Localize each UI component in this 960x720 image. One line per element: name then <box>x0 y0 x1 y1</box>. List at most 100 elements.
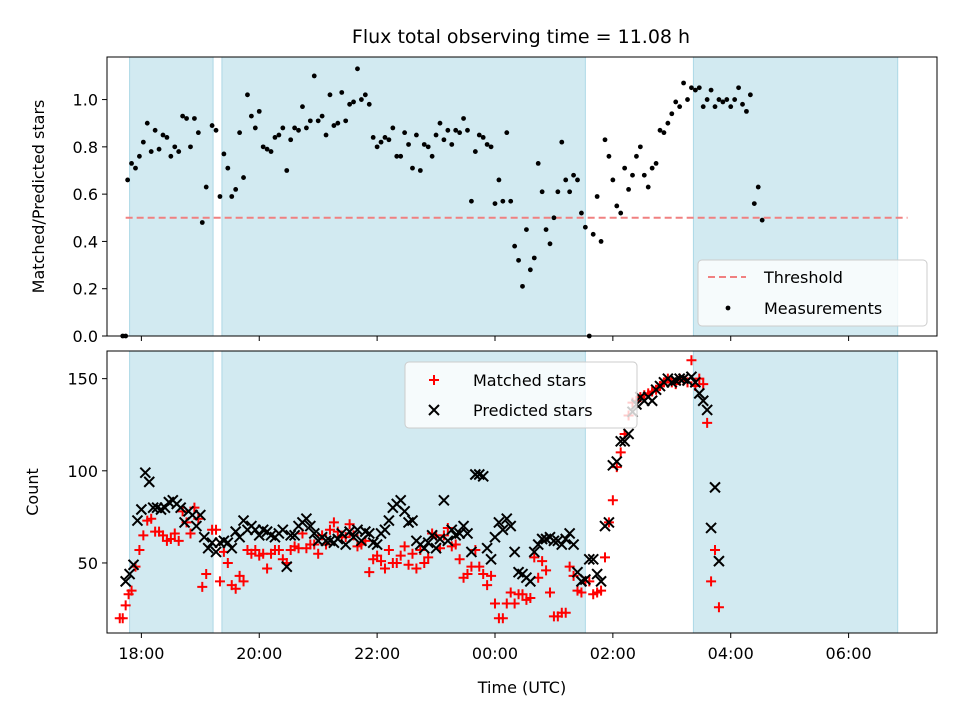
data-point <box>160 132 166 138</box>
data-point <box>260 144 266 150</box>
data-point <box>710 545 721 556</box>
data-point <box>698 379 709 390</box>
legend: Matched stars Predicted stars <box>404 361 638 429</box>
data-point <box>194 509 207 521</box>
data-point <box>716 97 722 102</box>
data-point <box>146 513 157 524</box>
data-point <box>137 153 142 159</box>
data-point <box>505 587 516 598</box>
data-point <box>192 116 197 121</box>
data-point <box>693 387 706 400</box>
data-point <box>308 527 320 540</box>
data-point <box>696 85 702 91</box>
data-point <box>152 127 158 133</box>
data-point <box>527 267 533 273</box>
legend-box <box>697 259 928 327</box>
data-point <box>383 545 394 556</box>
data-point <box>347 531 360 543</box>
legend-predicted-swatch <box>428 404 440 416</box>
data-point <box>637 144 643 150</box>
data-point <box>472 149 478 154</box>
data-point <box>237 130 243 136</box>
data-point <box>697 395 709 407</box>
data-point <box>709 481 721 494</box>
data-point <box>210 546 222 558</box>
data-point <box>222 557 233 568</box>
data-point <box>669 111 675 117</box>
data-point <box>657 127 663 133</box>
data-point <box>582 224 588 230</box>
data-point <box>689 376 702 389</box>
data-point <box>395 550 406 561</box>
y-tick-label: 150 <box>67 370 98 389</box>
data-point <box>157 530 168 541</box>
data-point <box>359 97 364 102</box>
data-point <box>423 552 434 563</box>
data-point <box>366 101 372 107</box>
data-point <box>462 569 473 580</box>
data-point <box>492 201 498 206</box>
data-point <box>441 137 447 143</box>
data-point <box>596 585 607 596</box>
data-point <box>524 575 537 588</box>
top-panel: 0.0 0.2 0.4 0.6 0.8 1.0 Matched/Predicted star… <box>29 56 938 346</box>
x-tick-label: 06:00 <box>826 644 872 663</box>
data-point <box>344 519 355 530</box>
data-point <box>211 524 222 535</box>
data-point <box>517 589 528 600</box>
data-point <box>284 529 297 542</box>
data-point <box>551 215 557 221</box>
data-point <box>176 149 182 154</box>
data-point <box>418 542 430 554</box>
data-point <box>600 552 610 563</box>
y-tick-label: 0.8 <box>73 138 98 157</box>
data-point <box>692 87 698 93</box>
data-point <box>543 227 549 233</box>
data-point <box>685 97 690 102</box>
data-point <box>272 134 278 140</box>
data-point <box>229 194 235 199</box>
data-point <box>202 542 214 554</box>
data-point <box>125 177 131 183</box>
data-point <box>143 476 155 488</box>
data-point <box>363 527 375 540</box>
data-point <box>376 556 387 567</box>
data-point <box>248 113 254 119</box>
data-point <box>646 395 658 407</box>
data-point <box>653 160 659 166</box>
data-point <box>288 137 294 143</box>
data-point <box>700 104 706 110</box>
data-point <box>590 231 596 237</box>
data-point <box>728 104 734 110</box>
data-point <box>168 153 174 159</box>
data-point <box>732 97 738 102</box>
data-point <box>755 184 761 190</box>
data-point <box>474 561 485 572</box>
data-point <box>531 255 537 261</box>
data-point <box>720 99 726 105</box>
data-point <box>268 149 274 154</box>
data-point <box>677 104 683 110</box>
data-point <box>516 257 521 263</box>
data-point <box>407 548 418 559</box>
data-point <box>355 66 360 72</box>
data-point <box>449 142 455 147</box>
data-point <box>576 587 587 598</box>
data-point <box>702 417 713 428</box>
data-point <box>138 530 149 541</box>
data-point <box>610 177 616 183</box>
data-point <box>394 153 400 159</box>
data-point <box>520 283 525 289</box>
y-tick-label: 50 <box>78 554 98 573</box>
data-point <box>284 168 290 173</box>
data-point <box>567 538 580 551</box>
legend-matched-swatch <box>429 375 439 385</box>
data-point <box>139 466 152 479</box>
bottom-panel: 50 100 150 18:00 20:00 22:00 00:00 02:00 04:00 06… <box>23 350 938 697</box>
data-point <box>567 189 573 195</box>
legend: Threshold Measurements <box>697 259 928 327</box>
data-point <box>184 116 189 121</box>
data-point <box>410 165 415 171</box>
data-point <box>214 576 225 587</box>
data-point <box>740 101 745 107</box>
